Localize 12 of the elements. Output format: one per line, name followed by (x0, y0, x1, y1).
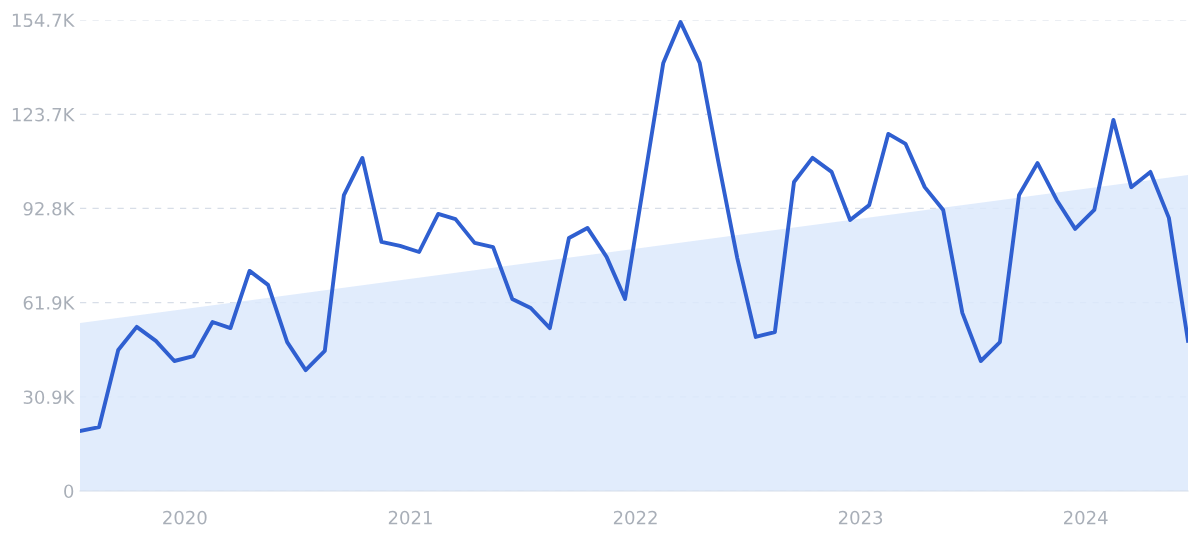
line-series (80, 20, 1188, 433)
y-tick-label: 0 (64, 484, 74, 499)
y-tick-label: 30.9K (23, 390, 75, 405)
x-tick-label: 2024 (1063, 510, 1108, 525)
y-tick-label: 92.8K (23, 201, 75, 216)
y-tick-label: 123.7K (12, 107, 75, 122)
x-tick-label: 2021 (388, 510, 432, 525)
x-tick-label: 2022 (613, 510, 657, 525)
y-tick-label: 154.7K (12, 13, 75, 28)
x-tick-label: 2020 (163, 510, 207, 525)
y-tick-label: 61.9K (23, 296, 75, 310)
x-tick-label: 2023 (838, 510, 883, 525)
